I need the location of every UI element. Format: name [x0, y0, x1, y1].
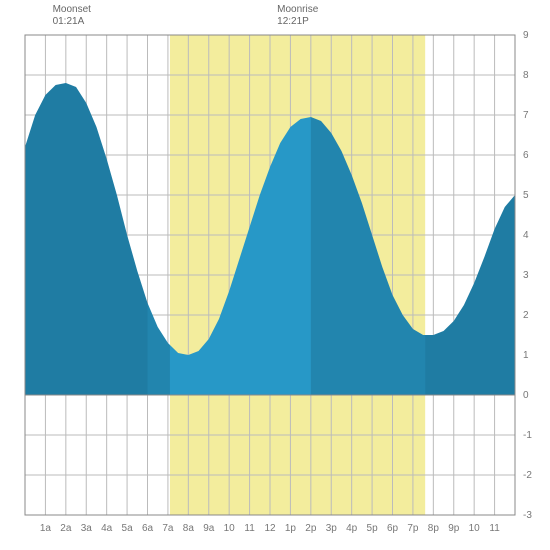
x-tick-label: 9p: [448, 523, 460, 534]
moonrise-label: Moonrise 12:21P: [277, 4, 318, 28]
x-tick-label: 6a: [142, 523, 154, 534]
moonset-title: Moonset: [53, 4, 91, 16]
x-tick-label: 12: [264, 523, 276, 534]
x-tick-label: 7a: [162, 523, 174, 534]
x-tick-label: 7p: [407, 523, 419, 534]
y-tick-label: -2: [523, 470, 532, 481]
x-tick-label: 3p: [326, 523, 338, 534]
moonset-label: Moonset 01:21A: [53, 4, 91, 28]
y-tick-label: -3: [523, 510, 532, 521]
x-tick-label: 4p: [346, 523, 358, 534]
y-tick-label: 4: [523, 230, 529, 241]
y-tick-label: 8: [523, 70, 529, 81]
x-tick-label: 5p: [367, 523, 379, 534]
moonrise-title: Moonrise: [277, 4, 318, 16]
y-tick-label: 9: [523, 30, 529, 41]
y-tick-label: -1: [523, 430, 532, 441]
x-tick-label: 4a: [101, 523, 113, 534]
x-tick-label: 11: [244, 523, 255, 534]
y-tick-label: 0: [523, 390, 529, 401]
y-tick-label: 1: [523, 350, 529, 361]
y-tick-label: 5: [523, 190, 529, 201]
y-tick-label: 6: [523, 150, 529, 161]
x-tick-label: 6p: [387, 523, 399, 534]
x-tick-label: 3a: [81, 523, 93, 534]
moonrise-time: 12:21P: [277, 16, 318, 28]
moonset-time: 01:21A: [53, 16, 91, 28]
tide-chart: Moonset 01:21A Moonrise 12:21P -3-2-1012…: [0, 0, 550, 550]
x-tick-label: 5a: [122, 523, 134, 534]
x-tick-label: 10: [469, 523, 481, 534]
chart-svg: -3-2-101234567891a2a3a4a5a6a7a8a9a101112…: [0, 0, 550, 550]
y-tick-label: 3: [523, 270, 529, 281]
x-tick-label: 11: [489, 523, 500, 534]
x-tick-label: 8p: [428, 523, 440, 534]
x-tick-label: 1a: [40, 523, 52, 534]
x-tick-label: 9a: [203, 523, 215, 534]
x-tick-label: 8a: [183, 523, 195, 534]
x-tick-label: 1p: [285, 523, 297, 534]
y-tick-label: 7: [523, 110, 529, 121]
x-tick-label: 10: [224, 523, 236, 534]
x-tick-label: 2p: [305, 523, 317, 534]
x-tick-label: 2a: [60, 523, 72, 534]
y-tick-label: 2: [523, 310, 529, 321]
